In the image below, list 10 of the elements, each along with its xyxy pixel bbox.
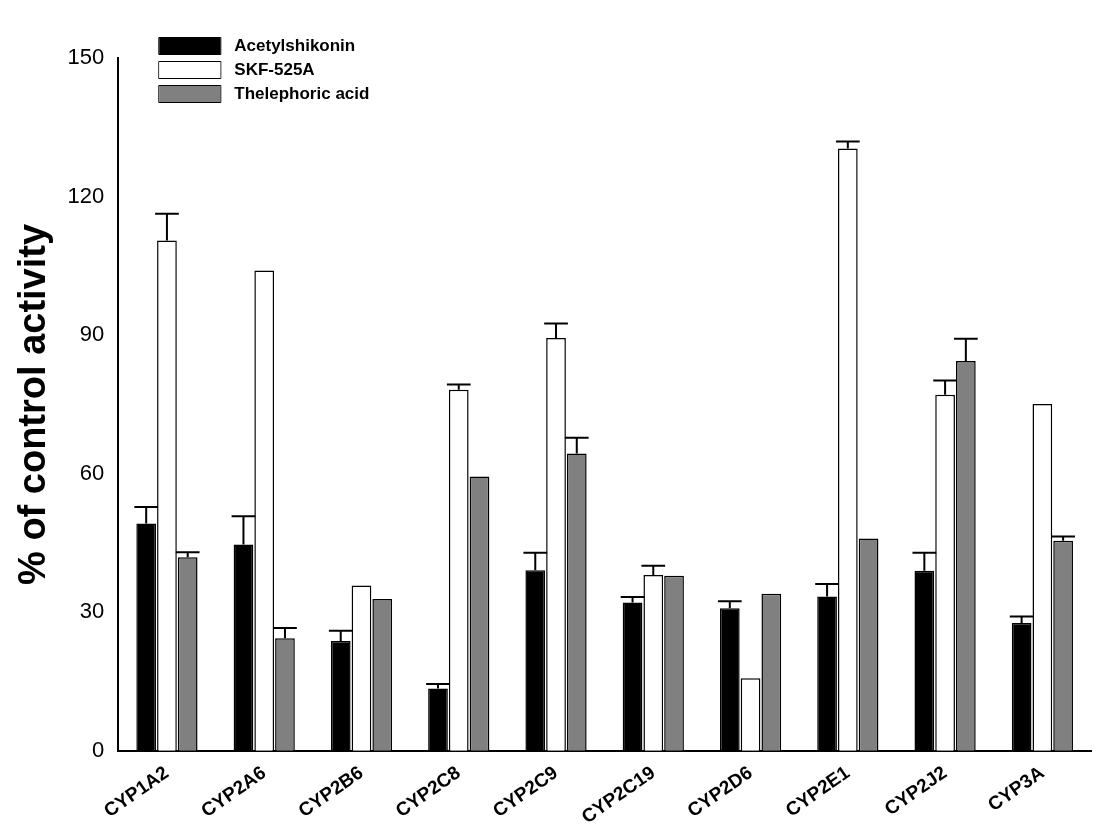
legend-label: Acetylshikonin [234,35,356,55]
y-tick-label: 60 [79,459,105,485]
y-tick-label: 150 [67,44,105,70]
legend-label: Thelephoric acid [234,83,370,103]
y-tick-label: 30 [79,598,105,624]
y-tick-label: 0 [92,736,105,762]
y-tick-label: 90 [79,321,105,347]
y-axis-title: % of control activity [11,223,54,585]
legend-label: SKF-525A [234,59,315,79]
y-tick-label: 120 [67,182,105,208]
